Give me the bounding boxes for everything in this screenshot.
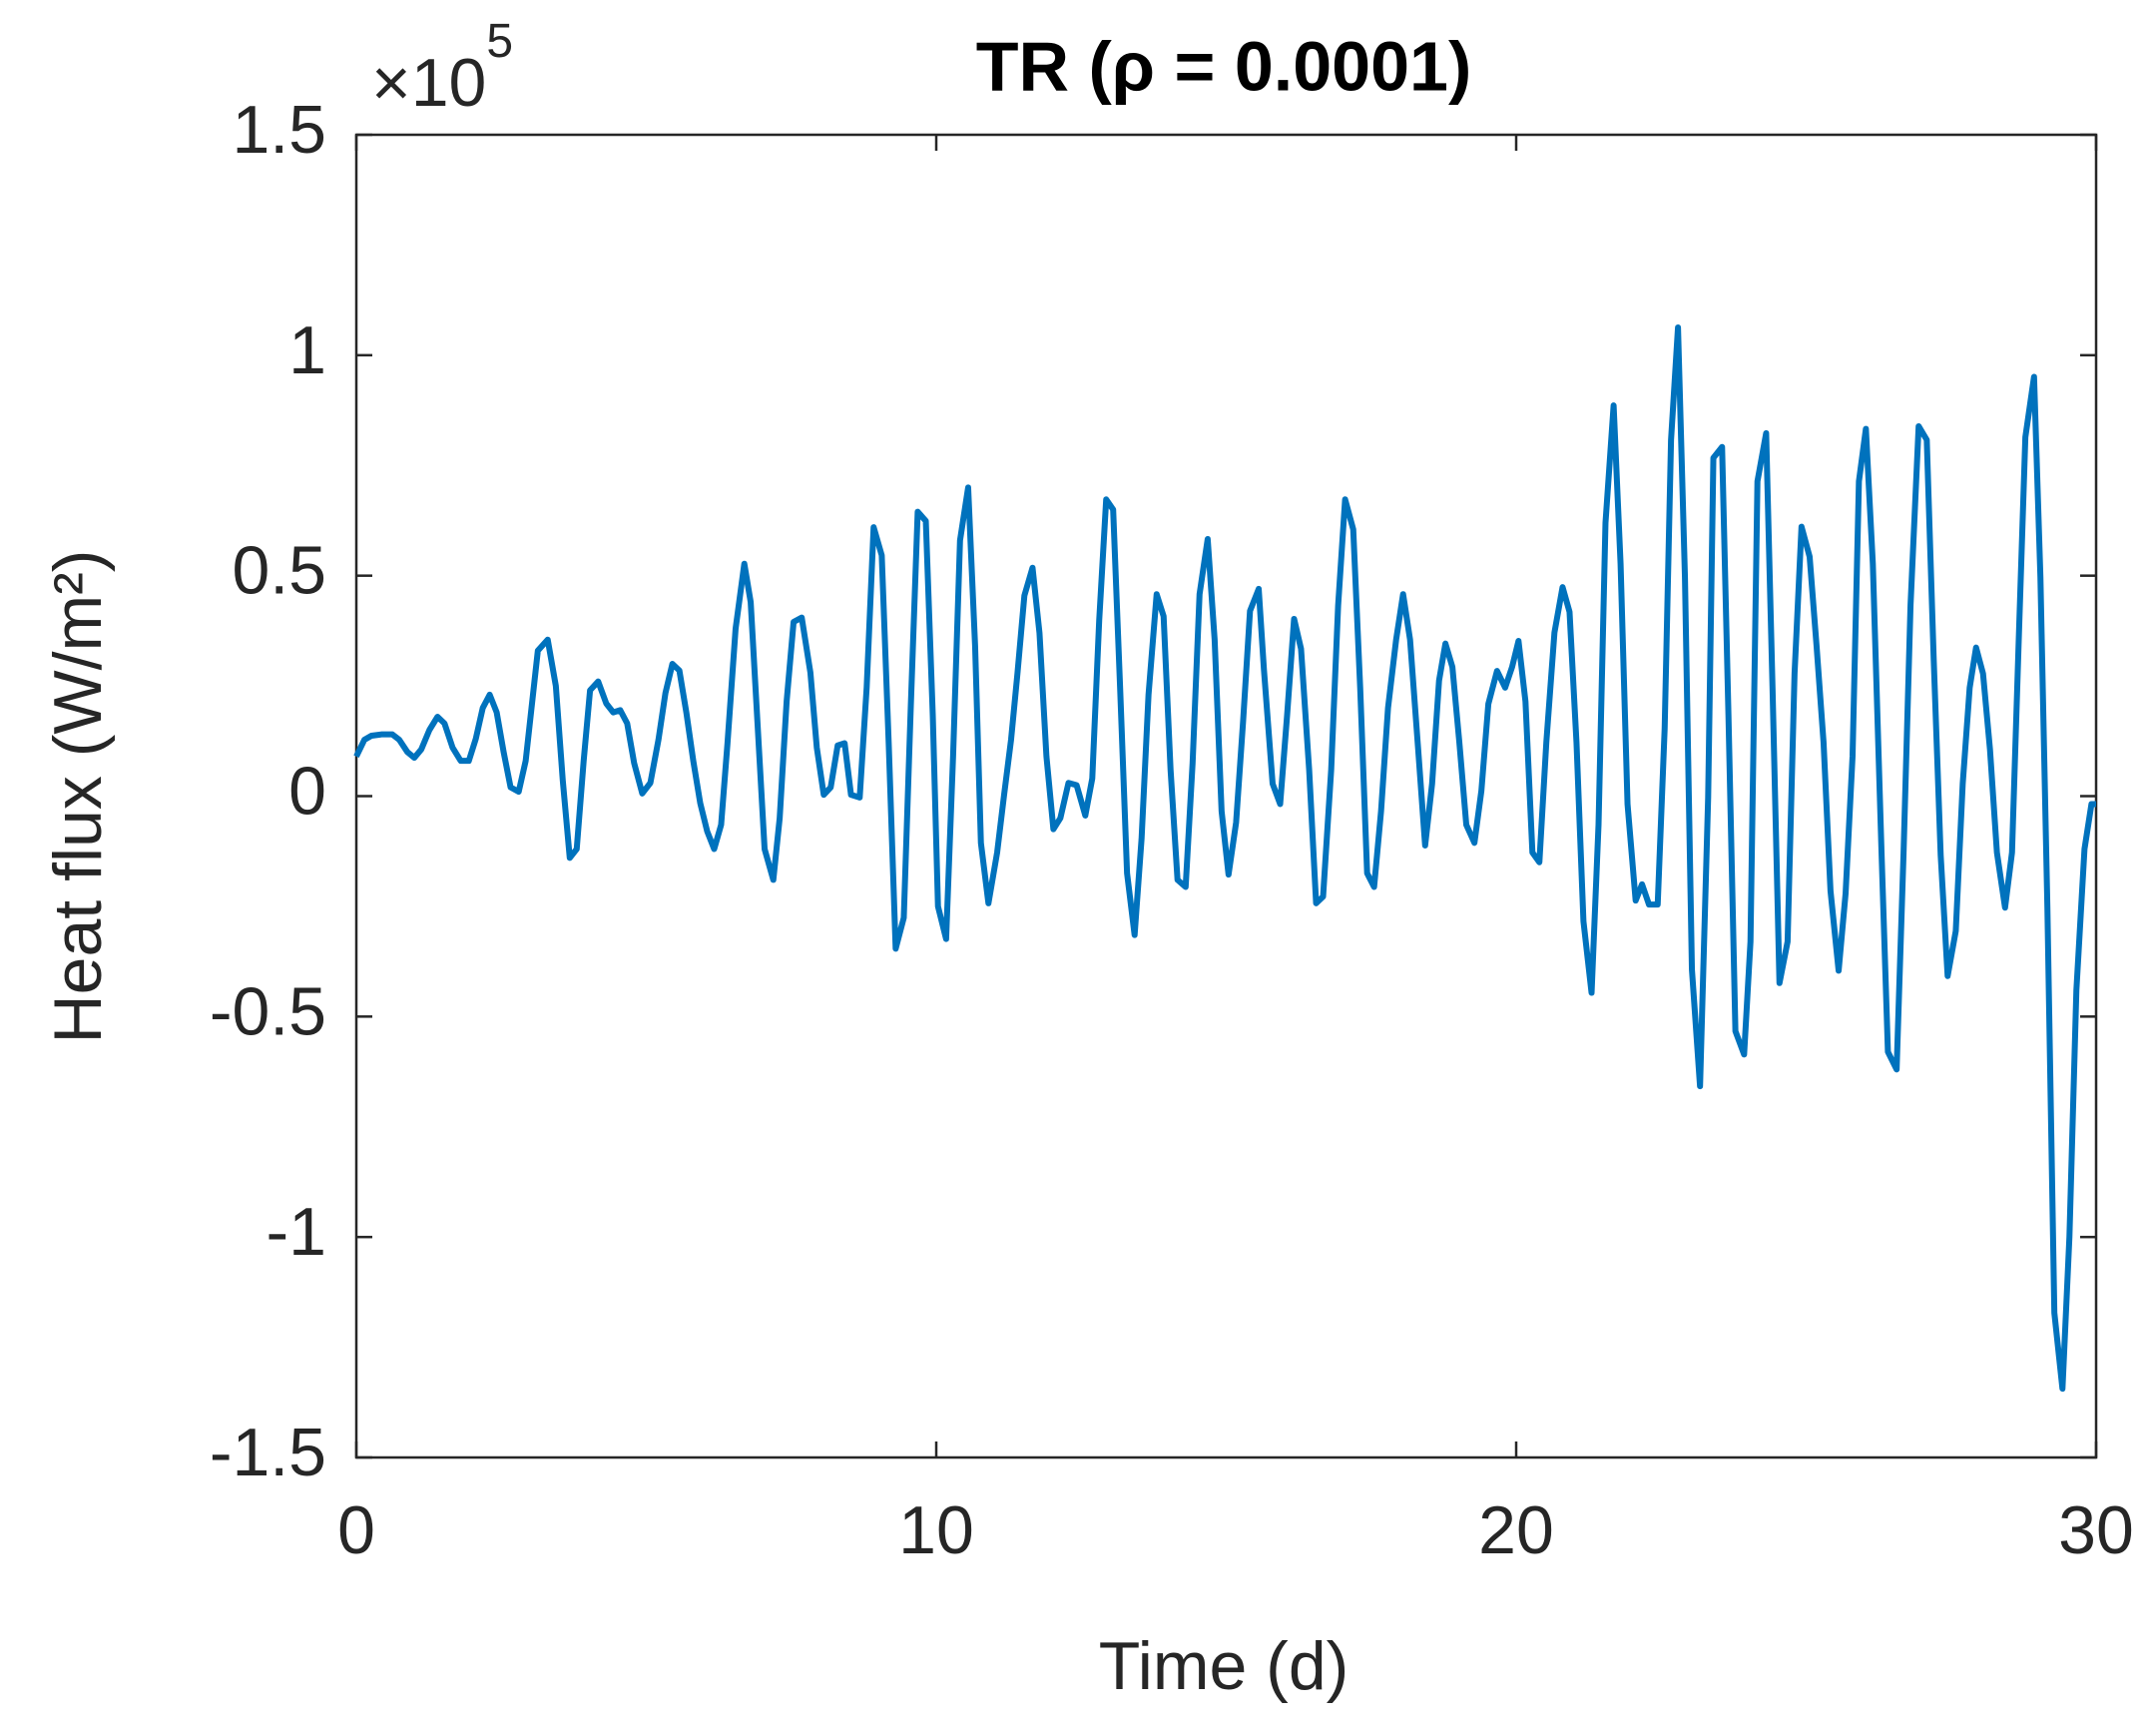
- y-tick-label: 0: [288, 753, 326, 829]
- x-tick-label: 10: [898, 1492, 974, 1568]
- y-tick-label: 0.5: [232, 533, 326, 609]
- x-tick-label: 0: [337, 1492, 375, 1568]
- plot-area: [354, 133, 2098, 1459]
- x-tick-label: 20: [1478, 1492, 1554, 1568]
- y-tick-label: -1.5: [210, 1415, 326, 1490]
- y-tick-label: 1.5: [232, 92, 326, 168]
- multiplier-exponent: 5: [486, 15, 513, 68]
- y-multiplier: ×105: [371, 15, 513, 121]
- chart-title: TR (ρ = 0.0001): [976, 27, 1472, 105]
- x-axis-label: Time (d): [1099, 1628, 1349, 1704]
- y-tick-label: -0.5: [210, 973, 326, 1049]
- x-tick-label: 30: [2058, 1492, 2134, 1568]
- y-tick-label: 1: [288, 312, 326, 388]
- y-tick-label: -1: [267, 1194, 326, 1270]
- data-line: [353, 324, 2096, 1393]
- y-axis-label: Heat flux (W/m²): [40, 550, 116, 1044]
- multiplier-base: ×10: [371, 45, 486, 121]
